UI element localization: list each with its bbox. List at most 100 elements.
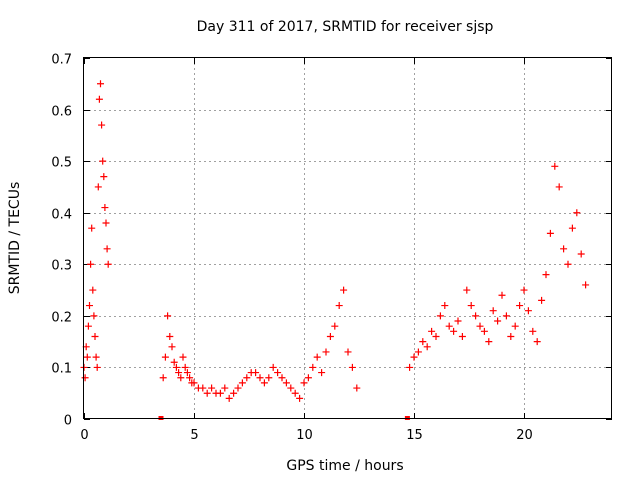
- ticks: 0 5 10 15 20 0 0.1 0.2 0.3 0.4 0.5 0.6 0.7: [51, 53, 612, 443]
- data-point: [93, 363, 101, 371]
- data-point: [92, 353, 100, 361]
- data-point: [296, 394, 304, 402]
- data-points: [80, 80, 590, 420]
- data-point: [480, 327, 488, 335]
- data-point: [560, 245, 568, 253]
- data-point: [103, 245, 111, 253]
- data-point: [502, 312, 510, 320]
- data-point: [278, 374, 286, 382]
- data-point: [238, 379, 246, 387]
- data-point: [102, 219, 110, 227]
- x-tick-label: 20: [516, 428, 533, 443]
- data-point: [168, 343, 176, 351]
- data-point: [172, 363, 180, 371]
- data-point: [485, 338, 493, 346]
- data-point: [582, 281, 590, 289]
- data-point: [287, 384, 295, 392]
- data-point: [564, 260, 572, 268]
- y-tick-label: 0.3: [51, 259, 72, 274]
- data-point: [98, 121, 106, 129]
- data-point: [318, 369, 326, 377]
- data-point: [573, 209, 581, 217]
- data-point: [546, 229, 554, 237]
- data-point: [101, 204, 109, 212]
- data-point: [104, 260, 112, 268]
- data-point: [95, 95, 103, 103]
- data-point: [221, 384, 229, 392]
- y-tick-label: 0.1: [51, 362, 72, 377]
- data-point: [494, 317, 502, 325]
- data-point: [175, 369, 183, 377]
- data-point: [230, 389, 238, 397]
- data-point: [94, 183, 102, 191]
- data-point: [216, 389, 224, 397]
- data-point: [179, 353, 187, 361]
- data-point: [533, 338, 541, 346]
- data-point: [507, 332, 515, 340]
- data-point: [84, 322, 92, 330]
- data-point: [322, 348, 330, 356]
- data-point: [335, 302, 343, 310]
- data-point: [555, 183, 563, 191]
- data-point: [568, 224, 576, 232]
- data-point: [419, 338, 427, 346]
- data-point: [159, 374, 167, 382]
- x-tick-label: 0: [80, 428, 88, 443]
- data-point: [203, 389, 211, 397]
- data-point: [331, 322, 339, 330]
- data-point: [164, 312, 172, 320]
- data-point: [436, 312, 444, 320]
- data-point: [186, 374, 194, 382]
- data-point: [406, 363, 414, 371]
- data-point: [265, 374, 273, 382]
- data-point: [414, 348, 422, 356]
- data-point: [463, 286, 471, 294]
- data-point: [260, 379, 268, 387]
- data-point: [274, 369, 282, 377]
- data-point: [88, 224, 96, 232]
- data-point: [81, 374, 89, 382]
- data-point: [199, 384, 207, 392]
- data-point: [87, 260, 95, 268]
- data-point: [454, 317, 462, 325]
- data-point: [353, 384, 361, 392]
- data-point: [529, 327, 537, 335]
- data-point: [282, 379, 290, 387]
- data-point: [498, 291, 506, 299]
- plot-frame: [83, 57, 612, 419]
- data-point: [340, 286, 348, 294]
- data-point: [467, 302, 475, 310]
- y-tick-label: 0: [64, 414, 72, 429]
- x-tick-label: 5: [190, 428, 198, 443]
- data-point: [309, 363, 317, 371]
- x-tick-label: 15: [406, 428, 423, 443]
- data-point: [511, 322, 519, 330]
- data-point: [577, 250, 585, 258]
- data-point: [423, 343, 431, 351]
- data-point: [410, 353, 418, 361]
- data-point: [100, 173, 108, 181]
- data-point: [83, 353, 91, 361]
- data-point: [161, 353, 169, 361]
- data-point: [89, 286, 97, 294]
- data-point: [432, 332, 440, 340]
- data-point: [450, 327, 458, 335]
- data-point: [291, 389, 299, 397]
- data-point: [252, 369, 260, 377]
- y-tick-label: 0.7: [51, 53, 72, 68]
- data-point: [348, 363, 356, 371]
- data-point: [170, 358, 178, 366]
- data-point: [243, 374, 251, 382]
- data-point: [520, 286, 528, 294]
- data-point: [476, 322, 484, 330]
- x-axis-label: GPS time / hours: [286, 458, 403, 474]
- data-point: [97, 80, 104, 88]
- data-point: [269, 363, 277, 371]
- data-point: [472, 312, 480, 320]
- data-point: [181, 363, 189, 371]
- data-point: [326, 332, 334, 340]
- y-tick-label: 0.2: [51, 311, 72, 326]
- data-point: [313, 353, 321, 361]
- data-point: [256, 374, 264, 382]
- data-point: [190, 379, 198, 387]
